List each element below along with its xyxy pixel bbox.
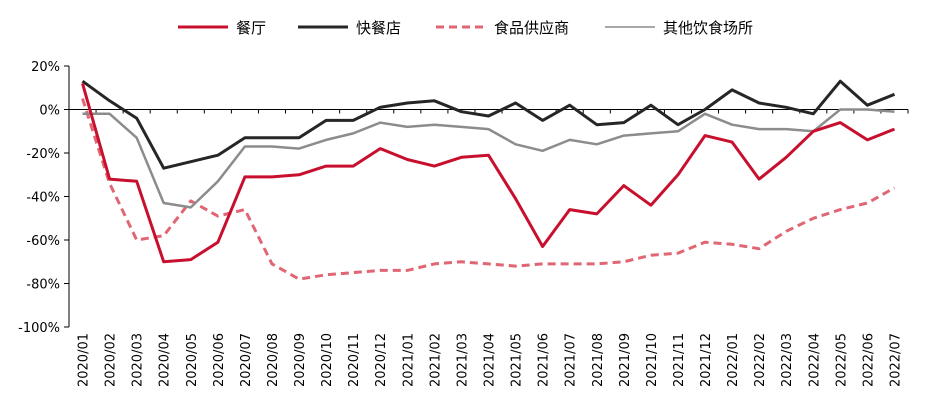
x-tick-label: 2021/06 (537, 333, 552, 387)
x-tick-label: 2020/09 (293, 333, 308, 387)
legend-label-3: 食品供应商 (494, 19, 569, 37)
x-tick-label: 2021/10 (645, 333, 660, 387)
x-tick-label: 2020/07 (239, 333, 254, 387)
x-tick-label: 2021/07 (564, 333, 579, 387)
legend-label-4: 其他饮食场所 (663, 19, 753, 37)
series-line-2 (81, 79, 896, 170)
series-line-3 (81, 98, 896, 281)
y-tick-label: -80% (26, 278, 60, 293)
y-tick-label: -20% (26, 147, 60, 162)
x-tick-label: 2021/05 (510, 333, 525, 387)
x-tick-label: 2022/04 (807, 333, 822, 387)
x-tick-label: 2021/02 (428, 333, 443, 387)
x-tick-label: 2022/01 (726, 333, 741, 387)
series-line-1 (81, 82, 896, 264)
y-tick-label: -100% (18, 321, 60, 336)
x-tick-label: 2020/04 (158, 333, 173, 387)
x-tick-label: 2022/06 (861, 333, 876, 387)
x-tick-label: 2021/03 (455, 333, 470, 387)
x-tick-label: 2020/01 (77, 333, 92, 387)
series-line-4 (82, 108, 895, 209)
x-tick-label: 2021/12 (699, 333, 714, 387)
y-axis: 20% 0% -20% -40% -60% -80% -100% (18, 60, 70, 336)
x-tick-label: 2020/02 (104, 333, 119, 387)
x-tick-label: 2021/09 (618, 333, 633, 387)
x-tick-label: 2021/04 (483, 333, 498, 387)
x-tick-label: 2022/03 (780, 333, 795, 387)
y-tick-label: 20% (31, 60, 60, 75)
x-tick-label: 2022/05 (834, 333, 849, 387)
x-tick-label: 2020/06 (212, 333, 227, 387)
legend-label-1: 餐厅 (236, 19, 266, 37)
x-tick-label: 2022/02 (753, 333, 768, 387)
x-tick-label: 2021/08 (591, 333, 606, 387)
x-tick-label: 2021/11 (672, 333, 687, 387)
x-tick-label: 2020/03 (131, 333, 146, 387)
x-tick-label: 2022/07 (888, 333, 903, 387)
x-tick-label: 2020/12 (374, 333, 389, 387)
y-tick-label: -60% (26, 234, 60, 249)
x-tick-label: 2020/08 (266, 333, 281, 387)
legend-label-2: 快餐店 (356, 19, 401, 37)
x-tick-label: 2020/05 (185, 333, 200, 387)
legend: 餐厅 快餐店 食品供应商 其他饮食场所 (178, 19, 753, 37)
x-axis: 2020/01 2020/02 2020/03 2020/04 2020/05 2020/… (69, 109, 909, 387)
x-tick-label: 2020/10 (320, 333, 335, 387)
y-tick-label: 0% (39, 104, 60, 119)
y-tick-label: -40% (26, 191, 60, 206)
x-tick-label: 2021/01 (401, 333, 416, 387)
series-layer (81, 79, 896, 281)
x-tick-label: 2020/11 (347, 333, 362, 387)
